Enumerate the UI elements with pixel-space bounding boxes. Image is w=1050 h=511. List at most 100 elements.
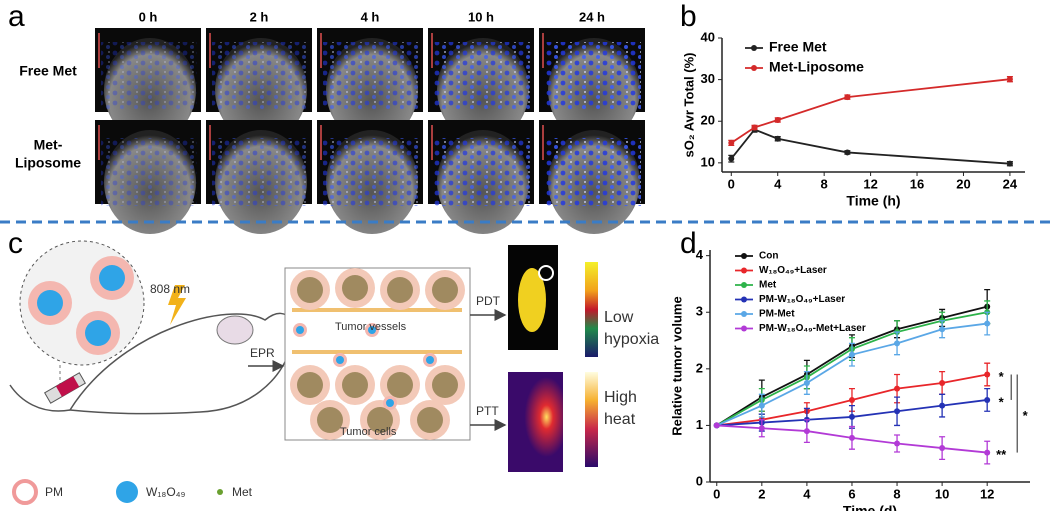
marker <box>848 413 855 420</box>
image-overlay <box>323 42 419 110</box>
ptt-image <box>508 372 563 472</box>
mouse <box>9 285 295 415</box>
legend-marker <box>741 325 747 332</box>
cell-nucleus <box>432 372 458 398</box>
y-tick-label: 10 <box>701 154 715 169</box>
marker <box>803 379 810 386</box>
decor <box>216 315 254 345</box>
x-tick-label: 20 <box>956 176 970 191</box>
y-tick-label: 2 <box>696 360 703 375</box>
marker <box>894 440 901 447</box>
column-label: 0 h <box>139 9 158 24</box>
row-label: Liposome <box>15 155 81 171</box>
label: EPR <box>250 346 275 360</box>
x-tick-label: 4 <box>774 176 782 191</box>
marker <box>894 340 901 347</box>
label: Low <box>604 309 634 326</box>
legend-label: W₁₈O₄₉ <box>146 485 186 499</box>
marker <box>1006 160 1013 167</box>
cell-nucleus <box>387 277 413 303</box>
marker <box>844 149 851 156</box>
label: PTT <box>476 404 499 418</box>
image-overlay <box>323 138 419 206</box>
marker <box>848 351 855 358</box>
x-tick-label: 10 <box>935 486 949 501</box>
series-line <box>730 78 1011 144</box>
legend-symbol <box>217 489 223 495</box>
x-tick-label: 12 <box>980 486 994 501</box>
nanoparticle-core <box>426 356 434 364</box>
panel-label: d <box>680 227 697 260</box>
legend-label: Met <box>232 485 253 499</box>
nanoparticle-core <box>336 356 344 364</box>
cell-nucleus <box>367 407 393 433</box>
cell-nucleus <box>432 277 458 303</box>
label: PDT <box>476 294 501 308</box>
marker <box>984 396 991 403</box>
annotation: * <box>999 369 1005 384</box>
vessel <box>292 350 462 354</box>
nanoparticle-core <box>386 399 394 407</box>
x-tick-label: 24 <box>1003 176 1018 191</box>
y-tick-label: 1 <box>696 417 703 432</box>
panel-label: a <box>8 0 25 33</box>
panel-c: 808 nm EPR Tumor vessels Tumor cells PDT… <box>9 240 659 505</box>
legend-label: Met-Liposome <box>769 59 864 75</box>
x-tick-label: 0 <box>713 486 720 501</box>
legend-label: Free Met <box>769 39 827 55</box>
x-axis-title: Time (h) <box>846 193 900 209</box>
image-overlay <box>212 138 308 206</box>
legend-label: W₁₈O₄₉+Laser <box>759 265 827 276</box>
y-tick-label: 20 <box>701 113 715 128</box>
legend-marker <box>741 296 747 303</box>
legend-label: PM-W₁₈O₄₉-Met+Laser <box>759 323 866 334</box>
marker <box>939 445 946 452</box>
x-tick-label: 8 <box>893 486 900 501</box>
decor <box>168 285 186 325</box>
marker <box>803 428 810 435</box>
row-label: Free Met <box>19 63 77 79</box>
label: High <box>604 389 637 406</box>
marker <box>713 422 720 429</box>
decor <box>85 320 111 346</box>
x-tick-label: 6 <box>848 486 855 501</box>
image-overlay <box>434 42 530 110</box>
marker <box>774 116 781 123</box>
x-axis-title: Time (d) <box>843 503 897 511</box>
label: heat <box>604 411 636 428</box>
marker <box>751 124 758 131</box>
nanoparticle-core <box>368 326 376 334</box>
x-tick-label: 0 <box>728 176 735 191</box>
legend-marker <box>741 253 747 259</box>
cell-nucleus <box>342 275 368 301</box>
marker <box>848 434 855 441</box>
legend-symbol <box>12 479 38 505</box>
decor <box>37 290 63 316</box>
marker <box>984 320 991 327</box>
chart: 0 4 8 12 16 20 24 10 20 30 40 Time (h) sO₂ Avr Total… <box>681 29 1025 209</box>
nanoparticle-core <box>296 326 304 334</box>
label: hypoxia <box>604 331 659 348</box>
y-axis-title: sO₂ Avr Total (%) <box>681 53 696 158</box>
legend-marker <box>751 65 757 71</box>
liposome <box>28 281 72 325</box>
cell-nucleus <box>297 277 323 303</box>
legend-label: PM-Met <box>759 309 795 320</box>
y-tick-label: 0 <box>696 473 703 488</box>
label: Tumor cells <box>340 426 397 438</box>
marker <box>774 135 781 142</box>
legend-marker <box>741 267 747 274</box>
liposome <box>76 311 120 355</box>
annotation: * <box>1023 408 1029 423</box>
marker <box>758 425 765 432</box>
y-tick-label: 3 <box>696 304 703 319</box>
decor <box>55 376 80 397</box>
y-axis-title: Relative tumor volume <box>669 296 684 435</box>
marker <box>848 396 855 403</box>
marker <box>728 139 735 146</box>
marker <box>844 94 851 101</box>
image-overlay <box>434 138 530 206</box>
column-label: 4 h <box>361 9 380 24</box>
